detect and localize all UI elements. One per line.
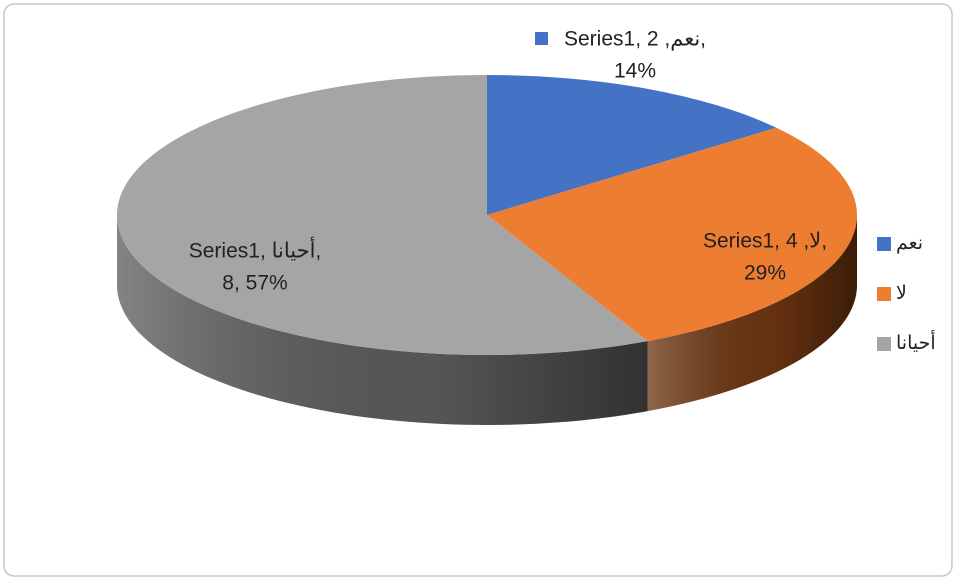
legend-label: نعم [896, 233, 923, 254]
slice-side-shade [647, 215, 857, 412]
data-label: 14% [614, 60, 656, 83]
legend-swatch [877, 337, 891, 351]
data-label: Series1, نعم, 2, [564, 28, 706, 52]
label-marker [535, 32, 548, 45]
slice-side-shade [117, 215, 648, 425]
data-label: 29% [744, 262, 786, 285]
slice [117, 75, 648, 355]
legend-swatch [877, 287, 891, 301]
data-label: Series1, لا, 4, [703, 230, 827, 253]
slice [487, 75, 777, 215]
legend-swatch [877, 237, 891, 251]
data-label: 8, 57% [222, 272, 287, 295]
slice [487, 127, 857, 342]
legend-label: أحيانا [896, 330, 936, 354]
legend-label: لا [896, 283, 907, 304]
data-label: Series1, أحيانا, [189, 237, 322, 263]
